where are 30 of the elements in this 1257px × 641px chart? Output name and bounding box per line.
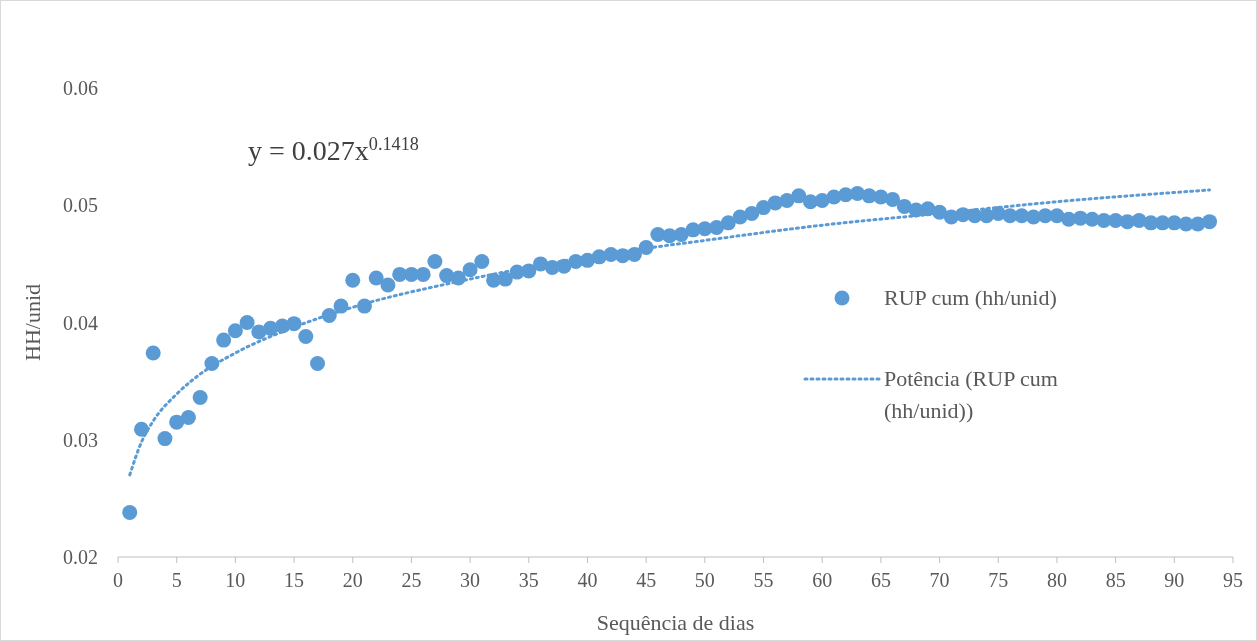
x-tick-label: 85 xyxy=(1105,569,1126,591)
x-axis-title: Sequência de dias xyxy=(596,610,755,635)
y-tick-label: 0.05 xyxy=(63,194,98,217)
y-axis-title: HH/unid xyxy=(20,284,45,361)
x-tick-label: 95 xyxy=(1223,569,1243,591)
y-tick-label: 0.04 xyxy=(63,311,98,334)
x-tick-label: 65 xyxy=(870,569,891,591)
x-tick-label: 0 xyxy=(113,569,123,591)
x-tick-label: 60 xyxy=(812,569,833,591)
y-tick-label: 0.03 xyxy=(63,428,98,451)
x-tick-label: 75 xyxy=(988,569,1009,591)
legend-label: RUP cum (hh/unid) xyxy=(884,285,1057,310)
x-tick-label: 20 xyxy=(342,569,363,591)
x-tick-label: 40 xyxy=(577,569,598,591)
y-tick-label: 0.06 xyxy=(63,77,98,99)
x-tick-label: 45 xyxy=(636,569,657,591)
x-tick-label: 55 xyxy=(753,569,774,591)
x-tick-label: 25 xyxy=(401,569,422,591)
x-tick-label: 5 xyxy=(171,569,182,591)
x-tick-label: 35 xyxy=(518,569,539,591)
x-tick-label: 10 xyxy=(225,569,246,591)
x-tick-label: 15 xyxy=(284,569,305,591)
annotation: y = 0.027x$^{0.1418}$ xyxy=(248,134,419,166)
y-tick-label: 0.02 xyxy=(63,546,98,568)
x-tick-label: 70 xyxy=(929,569,950,591)
x-tick-label: 80 xyxy=(1046,569,1067,591)
x-tick-label: 30 xyxy=(460,569,481,591)
x-tick-label: 50 xyxy=(694,569,715,591)
legend-label: Potência (RUP cum (hh/unid)) xyxy=(884,366,1058,423)
x-tick-label: 90 xyxy=(1164,569,1185,591)
